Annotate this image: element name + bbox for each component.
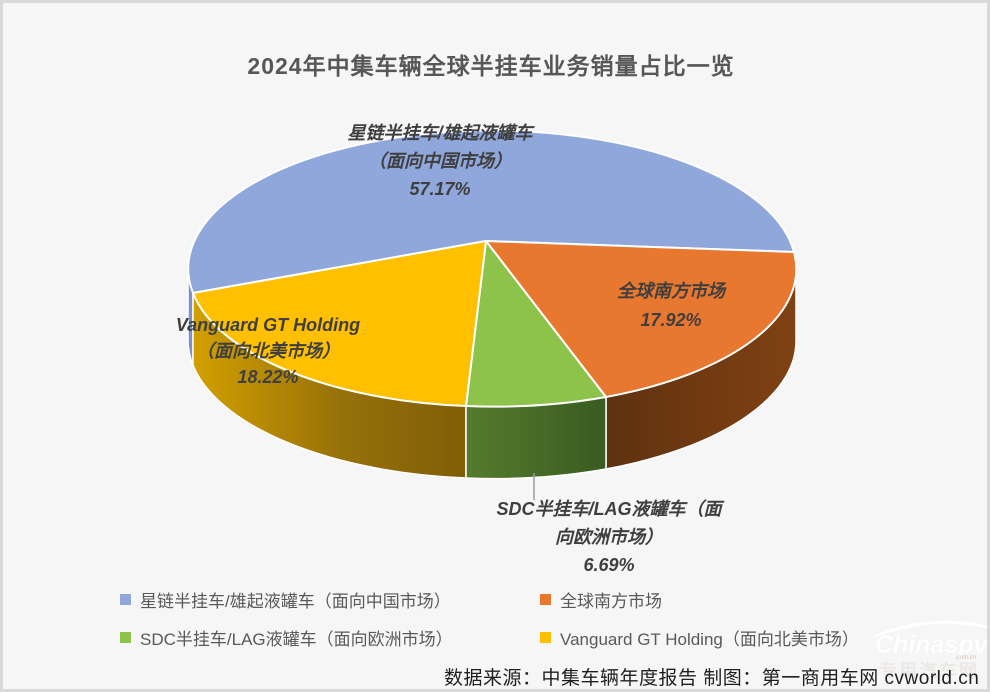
label-america-slice: Vanguard GT Holding （面向北美市场） 18.22% <box>176 312 360 390</box>
legend-item-america[interactable]: Vanguard GT Holding（面向北美市场） <box>540 625 859 650</box>
label-line: （面向北美市场） <box>195 341 340 361</box>
legend-swatch-europe <box>120 632 131 643</box>
legend-swatch-america <box>540 632 551 643</box>
pie-3d <box>187 129 798 500</box>
pie-slice-china[interactable] <box>187 129 795 294</box>
label-percent: 6.69% <box>583 555 635 575</box>
pie-slice-south[interactable] <box>485 240 798 398</box>
chart-title: 2024年中集车辆全球半挂车业务销量占比一览 <box>247 53 735 79</box>
label-line: 向欧洲市场） <box>555 527 663 547</box>
label-south-slice: 全球南方市场 17.92% <box>617 277 725 335</box>
pie-side-europe <box>465 396 607 480</box>
watermark-brand: Chinaspv <box>875 631 988 659</box>
watermark-subtitle: 专用汽车网 <box>879 661 979 681</box>
legend-swatch-south <box>540 594 551 605</box>
data-source-credit: 数据来源：中集车辆年度报告 制图：第一商用车网 cvworld.cn <box>444 668 980 689</box>
label-line: Vanguard GT Holding <box>175 315 361 335</box>
legend-item-south[interactable]: 全球南方市场 <box>540 587 662 612</box>
label-percent: 18.22% <box>237 367 299 387</box>
label-line: 全球南方市场 <box>617 281 725 301</box>
watermark-domain: .com.cn <box>955 655 977 661</box>
label-percent: 17.92% <box>640 310 702 330</box>
legend-label: 星链半挂车/雄起液罐车（面向中国市场） <box>140 592 451 611</box>
legend-item-europe[interactable]: SDC半挂车/LAG液罐车（面向欧洲市场） <box>120 625 453 650</box>
label-line: 星链半挂车/雄起液罐车 <box>347 123 533 143</box>
pie-slice-europe[interactable] <box>465 240 607 408</box>
watermark-swoosh-icon <box>873 620 987 638</box>
legend-label: Vanguard GT Holding（面向北美市场） <box>560 630 859 649</box>
pie-slice-america[interactable] <box>192 240 487 407</box>
label-line: SDC半挂车/LAG液罐车（面 <box>496 499 722 519</box>
label-line: （面向中国市场） <box>368 151 512 171</box>
legend-swatch-china <box>120 594 131 605</box>
label-europe-slice: SDC半挂车/LAG液罐车（面 向欧洲市场） 6.69% <box>497 495 722 579</box>
label-china-slice: 星链半挂车/雄起液罐车 （面向中国市场） 57.17% <box>348 119 533 203</box>
legend-label: 全球南方市场 <box>560 592 662 611</box>
label-percent: 57.17% <box>409 179 471 199</box>
watermark: Chinaspv .com.cn 专用汽车网 <box>863 611 988 689</box>
legend-item-china[interactable]: 星链半挂车/雄起液罐车（面向中国市场） <box>120 587 451 612</box>
legend-label: SDC半挂车/LAG液罐车（面向欧洲市场） <box>140 630 453 649</box>
